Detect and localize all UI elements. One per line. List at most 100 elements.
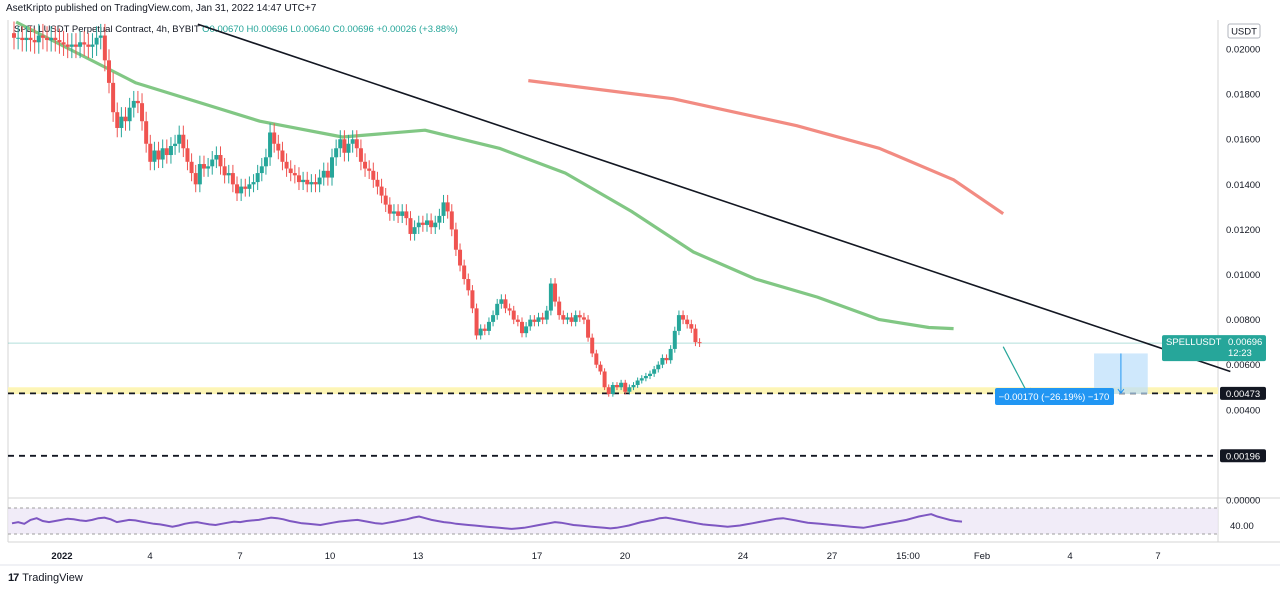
candle[interactable] — [193, 164, 198, 193]
tradingview-logo[interactable]: 17 — [8, 572, 19, 584]
candle[interactable] — [429, 213, 434, 234]
candle[interactable] — [689, 319, 694, 333]
candle[interactable] — [255, 164, 260, 191]
candle[interactable] — [65, 33, 70, 59]
candle[interactable] — [623, 379, 628, 395]
candle[interactable] — [305, 171, 310, 193]
candle[interactable] — [672, 326, 677, 353]
candle[interactable] — [181, 125, 186, 158]
candle[interactable] — [296, 167, 301, 191]
candle[interactable] — [350, 130, 355, 153]
projection-arrow[interactable] — [1002, 346, 1029, 395]
candle[interactable] — [45, 26, 50, 52]
candle[interactable] — [301, 171, 306, 191]
candle[interactable] — [230, 164, 235, 193]
candle[interactable] — [375, 171, 380, 195]
candle[interactable] — [486, 317, 491, 336]
candle[interactable] — [437, 208, 442, 230]
candle[interactable] — [453, 222, 458, 256]
candle[interactable] — [643, 372, 648, 382]
candle[interactable] — [106, 49, 111, 94]
candle[interactable] — [581, 312, 586, 325]
candle[interactable] — [544, 305, 549, 325]
candle[interactable] — [164, 139, 169, 164]
candle[interactable] — [491, 310, 496, 327]
candle[interactable] — [321, 162, 326, 186]
candle[interactable] — [557, 296, 562, 320]
candle[interactable] — [102, 23, 107, 72]
candle[interactable] — [561, 310, 566, 325]
candle[interactable] — [577, 310, 582, 322]
candle[interactable] — [532, 315, 537, 327]
candle[interactable] — [160, 139, 165, 169]
candle[interactable] — [676, 310, 681, 336]
candle[interactable] — [466, 273, 471, 296]
price-axis[interactable]: 0.02000 0.01800 0.01600 0.01400 0.01200 0.010… — [1226, 45, 1260, 507]
candle[interactable] — [313, 174, 318, 193]
rsi-line[interactable] — [11, 513, 963, 530]
candle[interactable] — [334, 139, 339, 166]
candle[interactable] — [243, 178, 248, 197]
candle[interactable] — [462, 259, 467, 285]
candle[interactable] — [115, 102, 120, 138]
candle[interactable] — [400, 204, 405, 224]
candle[interactable] — [140, 93, 145, 131]
candle[interactable] — [268, 123, 273, 166]
candle[interactable] — [528, 315, 533, 331]
candle[interactable] — [524, 322, 529, 338]
candle[interactable] — [482, 324, 487, 336]
candle[interactable] — [214, 146, 219, 169]
candle[interactable] — [631, 382, 636, 391]
candle[interactable] — [218, 146, 223, 175]
candle[interactable] — [371, 162, 376, 188]
candle[interactable] — [354, 130, 359, 158]
candle[interactable] — [98, 23, 103, 50]
candle[interactable] — [614, 382, 619, 391]
candle[interactable] — [565, 312, 570, 325]
level-1-tag[interactable]: 0.00473 — [1220, 386, 1266, 400]
candle[interactable] — [441, 194, 446, 224]
candle[interactable] — [28, 26, 33, 52]
candle[interactable] — [478, 324, 483, 340]
candle[interactable] — [685, 315, 690, 329]
candle[interactable] — [404, 204, 409, 226]
candle[interactable] — [433, 215, 438, 234]
candle[interactable] — [499, 294, 504, 309]
candle[interactable] — [247, 176, 252, 197]
candle[interactable] — [346, 134, 351, 162]
candle[interactable] — [90, 33, 95, 59]
candle[interactable] — [131, 90, 136, 118]
measure-tooltip[interactable]: −0.00170 (−26.19%) −170 — [995, 388, 1114, 405]
candle[interactable] — [458, 243, 463, 272]
candle[interactable] — [292, 164, 297, 184]
candle[interactable] — [515, 315, 520, 327]
candle[interactable] — [602, 368, 607, 391]
candle[interactable] — [94, 26, 99, 56]
candle[interactable] — [24, 26, 29, 52]
candle[interactable] — [338, 130, 343, 158]
candle[interactable] — [383, 188, 388, 213]
candle[interactable] — [420, 215, 425, 232]
candle[interactable] — [540, 312, 545, 325]
candle[interactable] — [239, 178, 244, 202]
candle[interactable] — [511, 305, 516, 325]
candle[interactable] — [57, 28, 62, 54]
candle[interactable] — [276, 134, 281, 160]
candle[interactable] — [664, 354, 669, 364]
candle[interactable] — [693, 324, 698, 347]
candle[interactable] — [627, 384, 632, 395]
candle[interactable] — [358, 139, 363, 171]
candle[interactable] — [201, 155, 206, 177]
candle[interactable] — [656, 361, 661, 373]
candle[interactable] — [61, 30, 66, 56]
brand-label[interactable]: TradingView — [22, 572, 83, 584]
candle[interactable] — [20, 26, 25, 52]
candle[interactable] — [660, 354, 665, 369]
candle[interactable] — [152, 141, 157, 171]
candle[interactable] — [197, 155, 202, 193]
candle[interactable] — [697, 338, 702, 347]
candle[interactable] — [598, 361, 603, 375]
currency-box[interactable] — [1227, 23, 1261, 39]
candle[interactable] — [606, 384, 611, 397]
